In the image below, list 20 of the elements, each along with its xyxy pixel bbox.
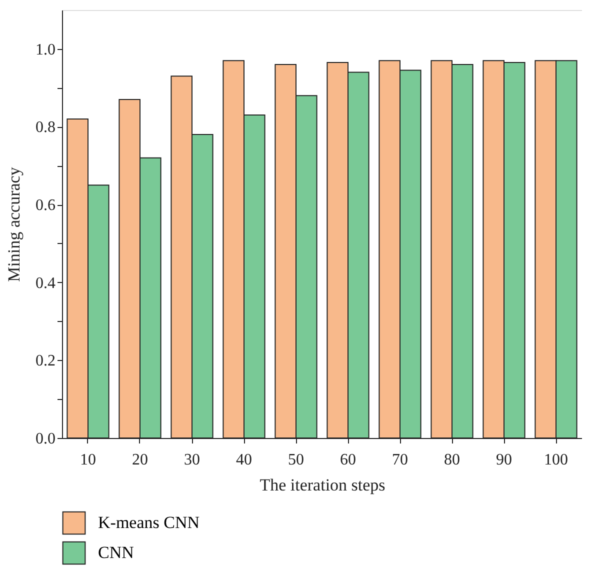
y-tick-label: 0.0 [36, 430, 56, 448]
x-tick-label: 40 [236, 452, 252, 468]
x-tick-label: 90 [496, 452, 512, 468]
x-tick-label: 80 [444, 452, 460, 468]
y-tick-label: 1.0 [36, 41, 56, 58]
x-tick-label: 20 [132, 452, 148, 468]
x-tick-label: 70 [392, 452, 408, 468]
x-axis-title: The iteration steps [260, 476, 386, 494]
legend-label: K-means CNN [98, 513, 200, 532]
y-tick-label: 0.8 [36, 119, 56, 136]
y-tick-label: 0.4 [36, 274, 56, 292]
x-tick-label: 100 [544, 452, 568, 468]
y-tick-label: 0.6 [36, 197, 56, 214]
x-tick-label: 10 [80, 452, 96, 468]
y-tick-label: 0.2 [36, 352, 56, 370]
x-tick-label: 50 [288, 452, 304, 468]
legend-label: CNN [98, 543, 134, 562]
y-axis-title: Mining accuracy [4, 166, 24, 282]
x-tick-label: 30 [184, 452, 200, 468]
x-tick-label: 60 [340, 452, 356, 468]
